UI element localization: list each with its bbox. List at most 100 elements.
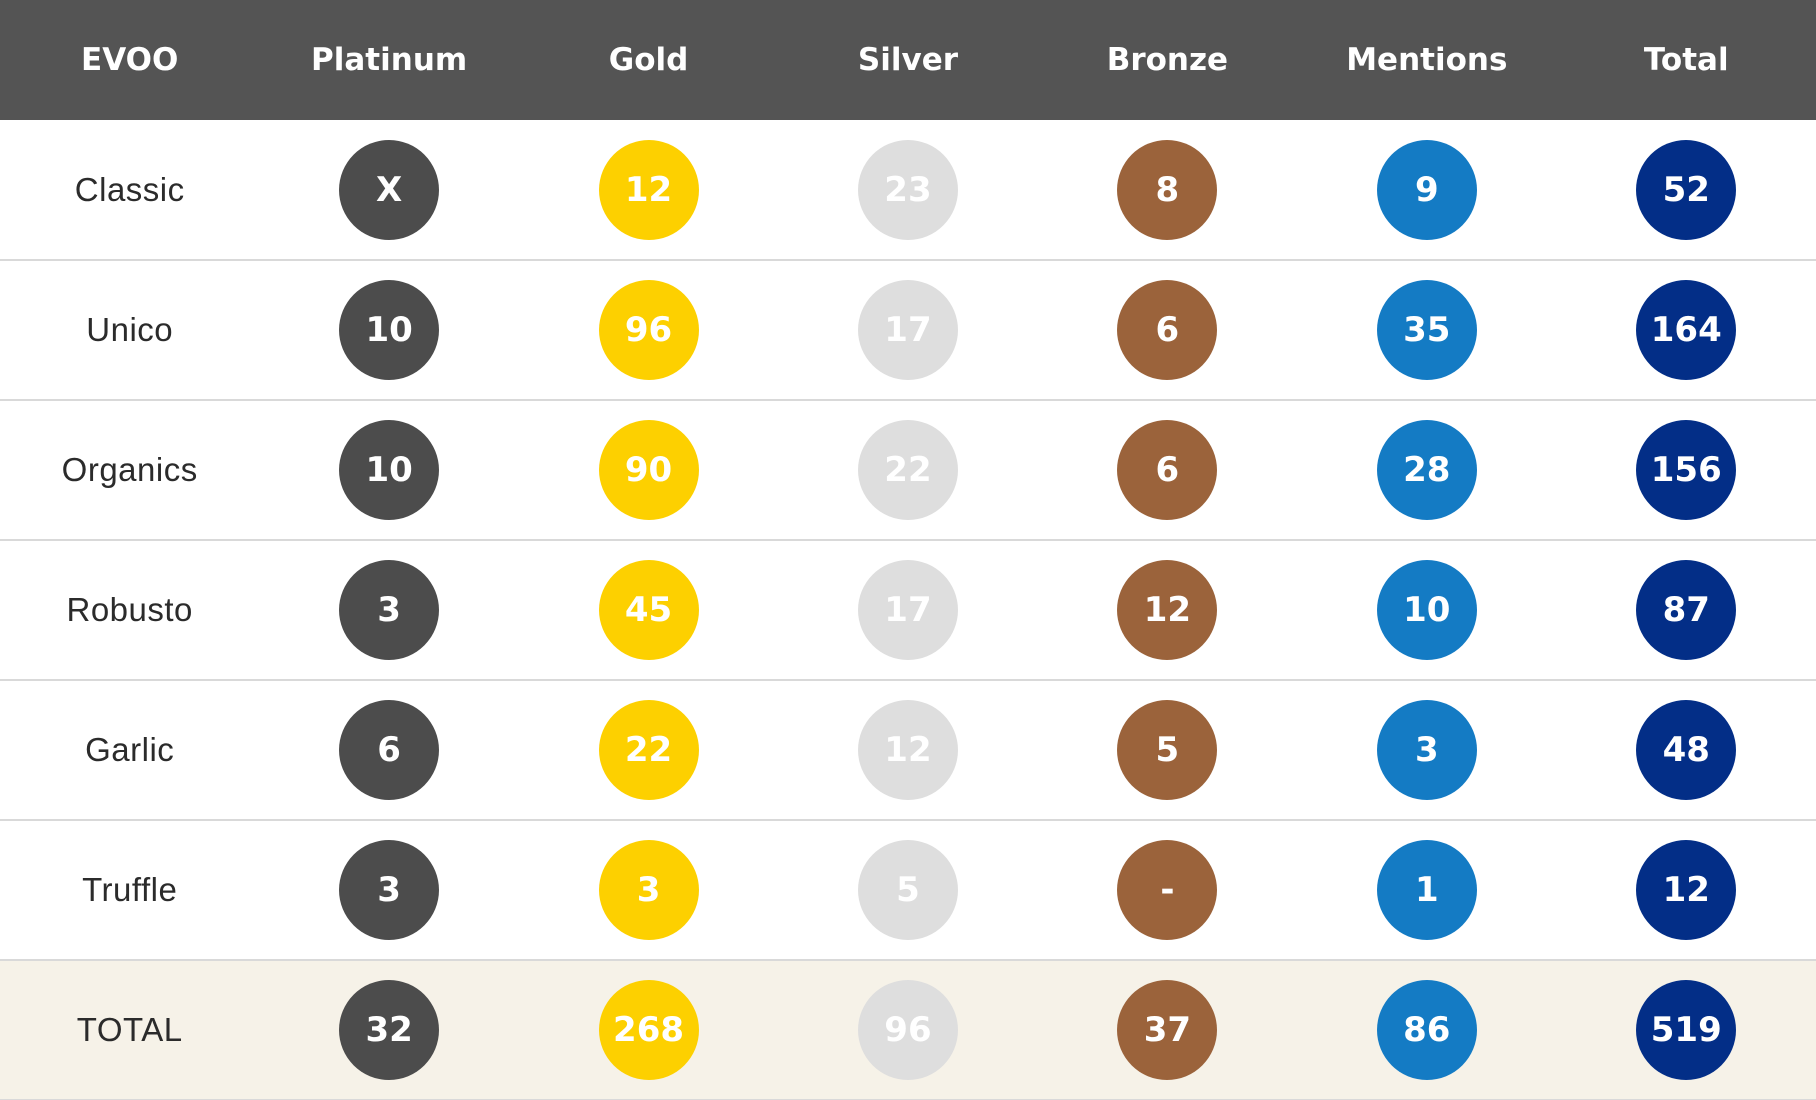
mentions-count-badge: 1 — [1376, 840, 1477, 940]
bronze-cell: 37 — [1038, 960, 1297, 1100]
header-silver: Silver — [857, 42, 959, 78]
table-body: Classic X 12 23 8 9 52 Unico 10 96 17 6 … — [0, 120, 1816, 1100]
header-evoo: EVOO — [81, 42, 179, 78]
silver-count-badge: 17 — [857, 560, 958, 660]
silver-cell: 17 — [778, 260, 1037, 400]
silver-cell: 12 — [778, 680, 1037, 820]
gold-count-badge: 268 — [598, 980, 699, 1080]
mentions-count-badge: 9 — [1376, 139, 1477, 240]
gold-cell: 268 — [519, 960, 778, 1100]
gold-cell: 22 — [519, 680, 778, 820]
bronze-count-badge: 5 — [1117, 700, 1218, 800]
row-label: Organics — [61, 451, 198, 488]
bronze-cell: 12 — [1038, 540, 1297, 680]
total-count-badge: 519 — [1636, 980, 1737, 1080]
platinum-cell: 32 — [259, 960, 518, 1100]
silver-count-badge: 17 — [857, 280, 958, 380]
gold-cell: 90 — [519, 400, 778, 540]
platinum-cell: 10 — [259, 260, 518, 400]
header-gold: Gold — [608, 42, 689, 78]
table-row: Truffle 3 3 5 - 1 12 — [0, 820, 1816, 960]
row-label: Garlic — [85, 731, 175, 768]
bronze-count-badge: 6 — [1117, 280, 1218, 380]
silver-cell: 23 — [778, 120, 1037, 260]
header-platinum: Platinum — [311, 42, 468, 78]
row-label-cell: Unico — [0, 260, 259, 400]
platinum-count-badge: 10 — [339, 280, 440, 380]
row-label-cell: Garlic — [0, 680, 259, 820]
total-count-badge: 48 — [1636, 700, 1737, 800]
silver-count-badge: 23 — [857, 139, 958, 240]
platinum-cell: 3 — [259, 540, 518, 680]
gold-cell: 96 — [519, 260, 778, 400]
total-cell: 52 — [1557, 120, 1816, 260]
bronze-cell: 6 — [1038, 260, 1297, 400]
bronze-count-badge: 6 — [1117, 420, 1218, 520]
platinum-count-badge: X — [339, 139, 440, 240]
platinum-cell: 3 — [259, 820, 518, 960]
total-count-badge: 52 — [1636, 139, 1737, 240]
silver-count-badge: 12 — [857, 700, 958, 800]
silver-count-badge: 96 — [857, 980, 958, 1080]
silver-count-badge: 5 — [857, 840, 958, 940]
bronze-cell: 8 — [1038, 120, 1297, 260]
silver-count-badge: 22 — [857, 420, 958, 520]
total-cell: 164 — [1557, 260, 1816, 400]
silver-cell: 17 — [778, 540, 1037, 680]
gold-count-badge: 45 — [598, 560, 699, 660]
gold-count-badge: 12 — [598, 139, 699, 240]
total-cell: 48 — [1557, 680, 1816, 820]
total-count-badge: 164 — [1636, 280, 1737, 380]
bronze-count-badge: 37 — [1117, 980, 1218, 1080]
gold-count-badge: 90 — [598, 420, 699, 520]
mentions-cell: 35 — [1297, 260, 1556, 400]
total-cell: 12 — [1557, 820, 1816, 960]
table-row: Classic X 12 23 8 9 52 — [0, 120, 1816, 260]
gold-count-badge: 22 — [598, 700, 699, 800]
mentions-count-badge: 86 — [1376, 980, 1477, 1080]
mentions-cell: 10 — [1297, 540, 1556, 680]
table-header: EVOO Platinum Gold Silver Bronze Mention… — [0, 0, 1816, 120]
row-label: Unico — [86, 311, 174, 348]
mentions-count-badge: 3 — [1376, 700, 1477, 800]
platinum-cell: 10 — [259, 400, 518, 540]
total-count-badge: 87 — [1636, 560, 1737, 660]
row-label: Truffle — [82, 871, 178, 908]
row-label: Robusto — [66, 591, 193, 628]
mentions-cell: 1 — [1297, 820, 1556, 960]
mentions-count-badge: 28 — [1376, 420, 1477, 520]
row-label: TOTAL — [76, 1011, 183, 1048]
platinum-count-badge: 3 — [339, 840, 440, 940]
bronze-cell: 6 — [1038, 400, 1297, 540]
total-count-badge: 12 — [1636, 840, 1737, 940]
row-label-cell: Organics — [0, 400, 259, 540]
table-row: Robusto 3 45 17 12 10 87 — [0, 540, 1816, 680]
header-row: EVOO Platinum Gold Silver Bronze Mention… — [0, 0, 1816, 120]
mentions-cell: 9 — [1297, 120, 1556, 260]
gold-count-badge: 96 — [598, 280, 699, 380]
gold-cell: 45 — [519, 540, 778, 680]
platinum-cell: 6 — [259, 680, 518, 820]
platinum-cell: X — [259, 120, 518, 260]
total-cell: 519 — [1557, 960, 1816, 1100]
gold-count-badge: 3 — [598, 840, 699, 940]
bronze-cell: 5 — [1038, 680, 1297, 820]
bronze-cell: - — [1038, 820, 1297, 960]
silver-cell: 96 — [778, 960, 1037, 1100]
silver-cell: 5 — [778, 820, 1037, 960]
silver-cell: 22 — [778, 400, 1037, 540]
bronze-count-badge: 8 — [1117, 139, 1218, 240]
row-label-cell: TOTAL — [0, 960, 259, 1100]
mentions-cell: 28 — [1297, 400, 1556, 540]
header-mentions: Mentions — [1346, 42, 1508, 78]
platinum-count-badge: 3 — [339, 560, 440, 660]
total-cell: 87 — [1557, 540, 1816, 680]
total-row: TOTAL 32 268 96 37 86 519 — [0, 960, 1816, 1100]
table-row: Garlic 6 22 12 5 3 48 — [0, 680, 1816, 820]
mentions-cell: 86 — [1297, 960, 1556, 1100]
platinum-count-badge: 10 — [339, 420, 440, 520]
mentions-count-badge: 35 — [1376, 280, 1477, 380]
mentions-cell: 3 — [1297, 680, 1556, 820]
mentions-count-badge: 10 — [1376, 560, 1477, 660]
